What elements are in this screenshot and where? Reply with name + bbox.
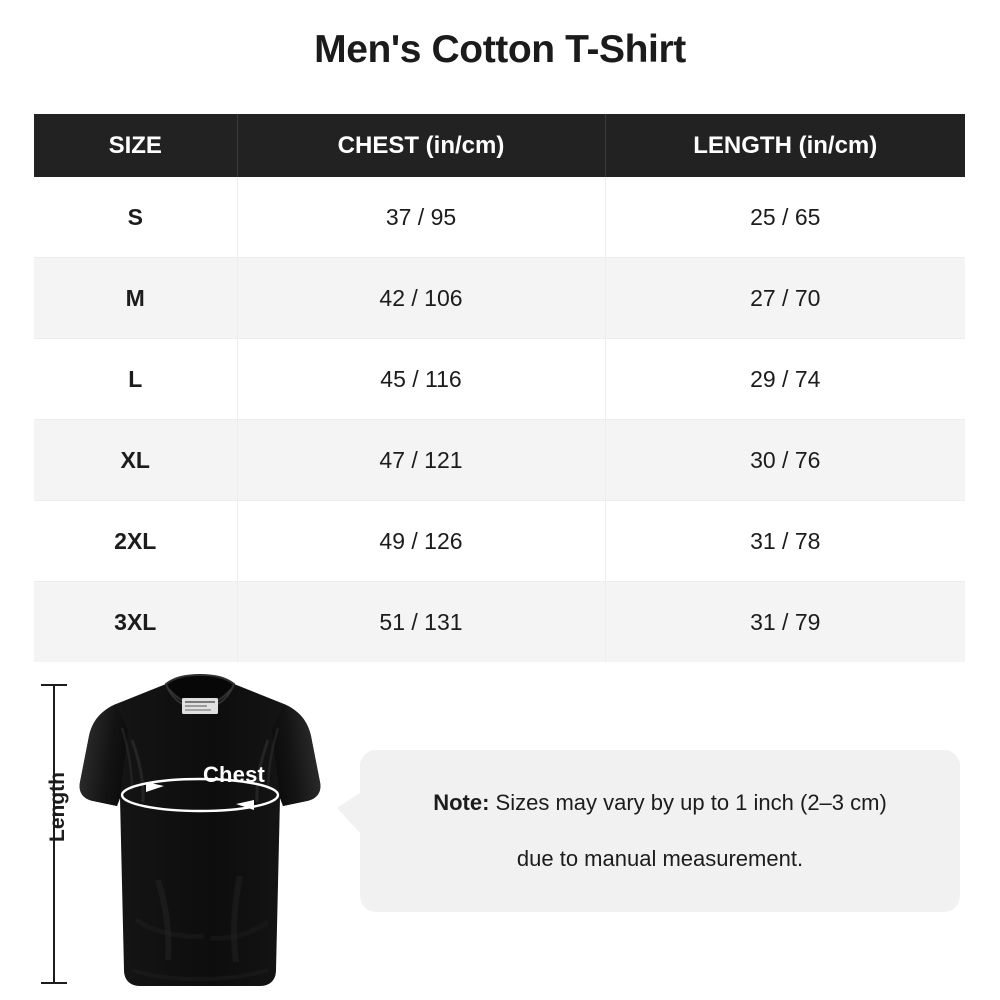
table-row: 3XL 51 / 131 31 / 79 xyxy=(34,581,965,662)
cell-size: M xyxy=(34,257,238,339)
tshirt-sleeve-left xyxy=(79,704,128,806)
cell-length: 31 / 79 xyxy=(605,581,965,662)
column-header-size: SIZE xyxy=(34,114,238,177)
fabric-fold xyxy=(155,879,172,961)
fabric-fold xyxy=(255,739,270,803)
measurement-illustration: Length xyxy=(0,660,1000,1000)
tshirt-sleeve-right xyxy=(272,704,321,806)
cell-length: 30 / 76 xyxy=(605,419,965,501)
table-row: S 37 / 95 25 / 65 xyxy=(34,177,965,258)
tshirt-body xyxy=(79,675,321,986)
hem-seam xyxy=(131,968,269,981)
cell-chest: 37 / 95 xyxy=(237,177,606,258)
table-body: S 37 / 95 25 / 65 M 42 / 106 27 / 70 L 4… xyxy=(34,177,965,662)
table-row: 2XL 49 / 126 31 / 78 xyxy=(34,500,965,582)
fabric-fold xyxy=(266,727,280,791)
length-dimension-rule xyxy=(53,684,55,984)
fabric-fold xyxy=(230,875,243,963)
chest-measurement-ellipse xyxy=(120,777,280,813)
cell-length: 25 / 65 xyxy=(605,177,965,258)
column-header-length-label: LENGTH xyxy=(693,131,792,159)
neck-tag-text-line xyxy=(185,705,207,707)
cell-chest: 42 / 106 xyxy=(237,257,606,339)
note-line-2: due to manual measurement. xyxy=(516,846,804,871)
fabric-fold xyxy=(134,917,205,939)
note-line-1: Note: Sizes may vary by up to 1 inch (2–… xyxy=(433,775,887,831)
cell-chest: 47 / 121 xyxy=(237,419,606,501)
column-header-length-unit: (in/cm) xyxy=(798,131,878,159)
chest-arrow-right-icon xyxy=(236,800,254,810)
cell-size: XL xyxy=(34,419,238,501)
length-dimension-cap-bottom xyxy=(41,982,67,984)
table-row: XL 47 / 121 30 / 76 xyxy=(34,419,965,501)
neck-tag-text-line xyxy=(185,701,215,703)
column-header-length: LENGTH (in/cm) xyxy=(605,114,965,177)
note-callout: Note: Sizes may vary by up to 1 inch (2–… xyxy=(337,750,960,912)
column-header-chest-label: CHEST xyxy=(337,131,419,159)
cell-chest: 49 / 126 xyxy=(237,500,606,582)
cell-length: 31 / 78 xyxy=(605,500,965,582)
length-dimension-line: Length xyxy=(40,680,80,988)
tshirt-icon xyxy=(79,673,321,986)
length-dimension-label: Length xyxy=(46,772,69,842)
cell-length: 29 / 74 xyxy=(605,338,965,420)
column-header-chest-unit: (in/cm) xyxy=(425,131,505,159)
table-header: SIZE CHEST (in/cm) LENGTH (in/cm) xyxy=(34,114,965,177)
fabric-fold xyxy=(209,919,270,941)
size-chart-table: SIZE CHEST (in/cm) LENGTH (in/cm) S 37 /… xyxy=(34,114,965,662)
note-prefix: Note: xyxy=(433,790,490,815)
note-text-1: Sizes may vary by up to 1 inch (2–3 cm) xyxy=(489,790,887,815)
chest-arrow-left-icon xyxy=(146,782,164,792)
note-callout-tail xyxy=(337,792,361,834)
fabric-fold xyxy=(120,727,134,791)
page-title: Men's Cotton T-Shirt xyxy=(314,28,686,71)
table-row: L 45 / 116 29 / 74 xyxy=(34,338,965,420)
neck-tag-text-line xyxy=(185,709,211,711)
cell-chest: 45 / 116 xyxy=(237,338,606,420)
column-header-chest: CHEST (in/cm) xyxy=(237,114,606,177)
cell-size: 3XL xyxy=(34,581,238,662)
cell-chest: 51 / 131 xyxy=(237,581,606,662)
cell-length: 27 / 70 xyxy=(605,257,965,339)
fabric-fold xyxy=(130,739,145,803)
tshirt-illustration: Chest xyxy=(70,670,330,995)
table-header-row: SIZE CHEST (in/cm) LENGTH (in/cm) xyxy=(34,114,965,177)
cell-size: 2XL xyxy=(34,500,238,582)
table-row: M 42 / 106 27 / 70 xyxy=(34,257,965,339)
chest-measurement-label: Chest xyxy=(202,762,266,787)
cell-size: S xyxy=(34,177,238,258)
cell-size: L xyxy=(34,338,238,420)
